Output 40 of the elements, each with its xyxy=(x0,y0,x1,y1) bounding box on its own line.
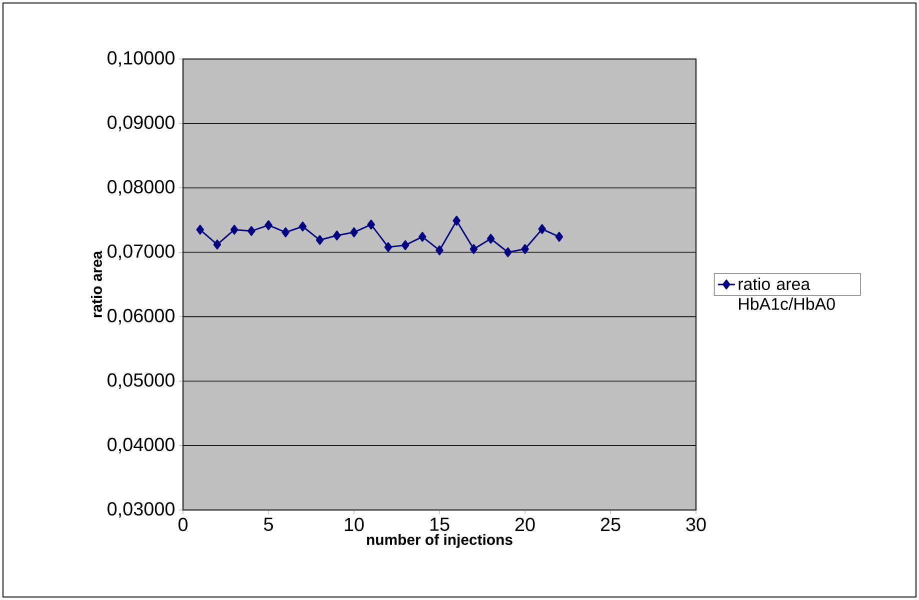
x-tick-label: 20 xyxy=(515,518,535,532)
y-tick-label: 0,05000 xyxy=(108,373,174,389)
point xyxy=(367,220,376,230)
point xyxy=(555,232,564,242)
point xyxy=(248,226,256,236)
y-axis-title: ratio area xyxy=(91,250,102,318)
point xyxy=(333,230,341,240)
x-axis-title: number of injections xyxy=(367,534,512,548)
point xyxy=(401,240,410,250)
x-tick-label: 5 xyxy=(264,518,273,531)
point xyxy=(486,234,495,244)
point xyxy=(504,247,512,258)
y-tick-label: 0,10000 xyxy=(108,51,174,67)
legend-label: ratio area HbA1c/HbA0 xyxy=(738,278,835,310)
point xyxy=(213,240,222,250)
y-tick-label: 0,06000 xyxy=(108,308,174,325)
y-tick-label: 0,07000 xyxy=(108,244,174,260)
point xyxy=(470,244,478,254)
x-tick-label: 30 xyxy=(686,518,706,532)
point xyxy=(350,227,358,238)
point xyxy=(230,224,238,235)
x-tick-label: 0 xyxy=(178,518,188,532)
x-tick-label: 10 xyxy=(344,518,364,532)
point xyxy=(298,222,307,232)
point xyxy=(282,227,290,238)
x-tick-label: 25 xyxy=(600,518,620,532)
point xyxy=(521,244,529,254)
point xyxy=(436,245,444,256)
y-tick-label: 0,09000 xyxy=(108,116,174,132)
point xyxy=(384,242,392,252)
point xyxy=(316,235,324,245)
x-tick-label: 15 xyxy=(430,518,450,531)
point xyxy=(538,224,546,234)
point xyxy=(196,224,204,235)
y-tick-label: 0,03000 xyxy=(108,502,174,518)
y-tick-label: 0,08000 xyxy=(108,180,174,196)
point xyxy=(418,232,426,242)
point xyxy=(264,220,272,230)
y-tick-label: 0,04000 xyxy=(108,438,174,454)
point xyxy=(452,216,461,226)
